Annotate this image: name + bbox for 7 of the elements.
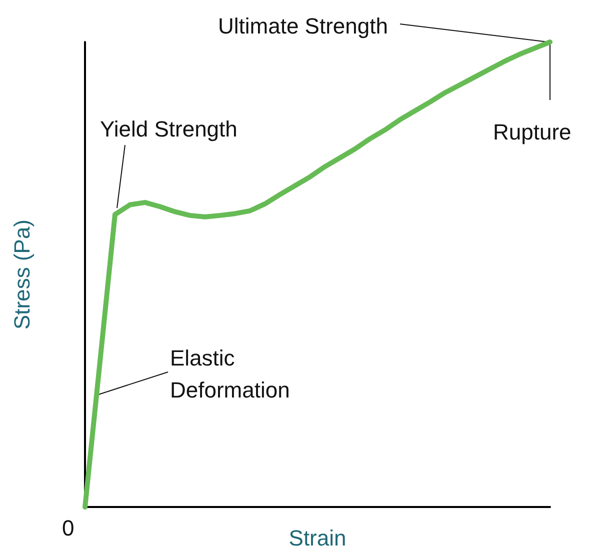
annotation: Elastic Deformation	[170, 346, 290, 402]
y-axis-title: Stress (Pa)	[10, 219, 34, 330]
text: Ultimate Strength	[218, 14, 388, 38]
annotation: Rupture	[493, 120, 572, 144]
annotation: Yield Strength	[100, 116, 238, 142]
x-axis-title: Strain	[288, 526, 346, 550]
text: 0	[62, 516, 74, 540]
